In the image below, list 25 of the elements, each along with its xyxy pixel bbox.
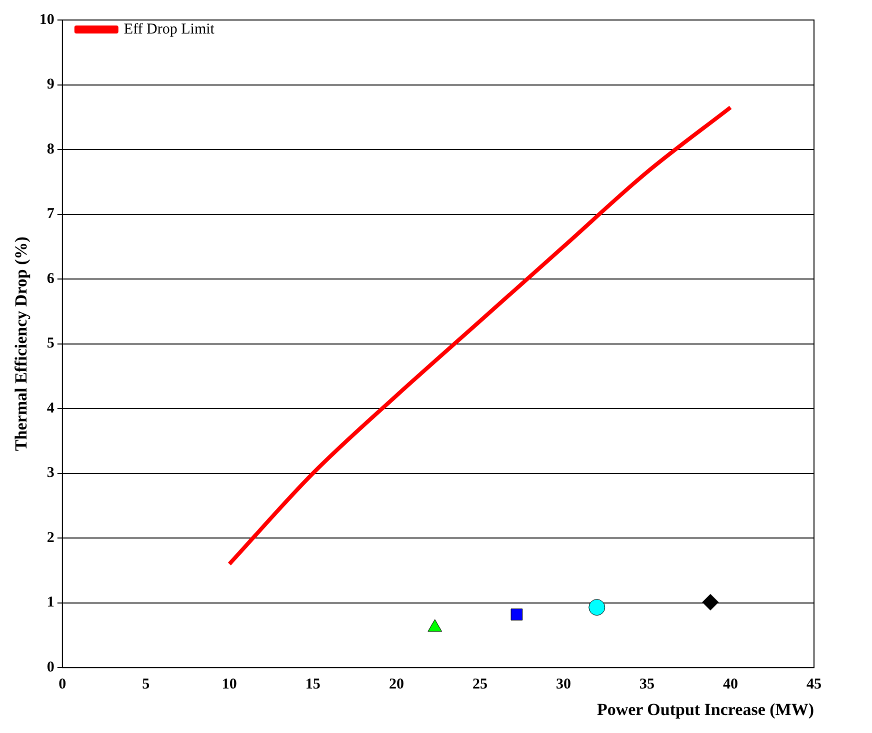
line-series [227,105,732,566]
x-tick-label: 40 [722,676,738,692]
y-tick-label: 7 [46,206,55,222]
y-tick-label: 10 [39,12,54,28]
y-tick-label: 5 [46,336,54,352]
x-tick-label: 5 [142,676,150,692]
legend-label: Eff Drop Limit [124,21,216,38]
x-axis-title: Power Output Increase (MW) [596,700,814,720]
y-tick-label: 8 [46,141,54,158]
y-tick-label: 4 [46,400,55,416]
y-tick-label: 0 [46,659,54,676]
x-tick-label: 20 [388,676,404,692]
x-tick-label: 15 [305,676,320,692]
y-axis-title: Thermal Efficiency Drop (%) [12,236,31,452]
y-tick-label: 1 [46,594,54,611]
y-tick-label: 3 [46,465,54,482]
y-tick-label: 2 [46,530,54,546]
x-tick-label: 45 [806,676,822,692]
x-tick-label: 0 [58,676,66,692]
x-tick-label: 35 [639,676,654,692]
y-tick-label: 6 [46,270,55,287]
x-tick-label: 10 [222,676,237,692]
y-tick-label: 9 [46,76,54,93]
x-tick-label: 30 [556,676,571,692]
x-tick-label: 25 [472,676,488,692]
